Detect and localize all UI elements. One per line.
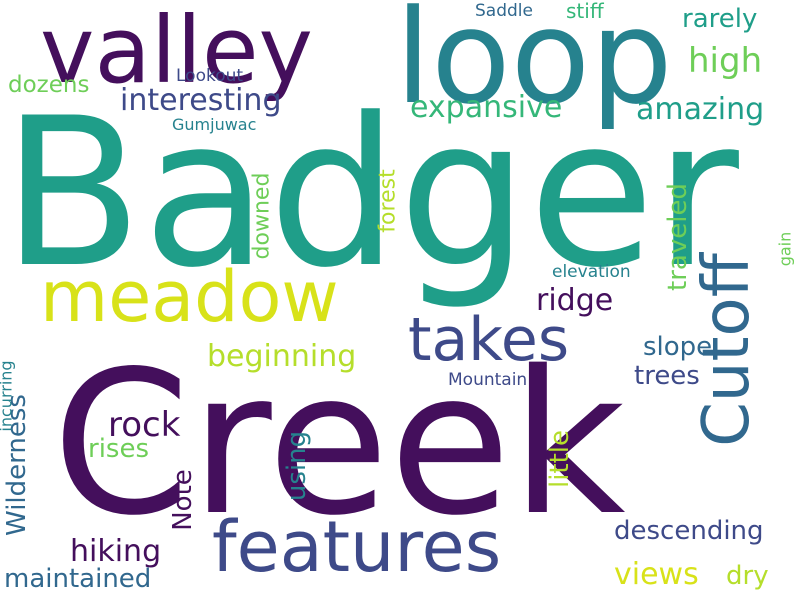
word-amazing: amazing — [636, 92, 765, 127]
word-loop: loop — [395, 0, 673, 133]
word-downed: downed — [249, 172, 275, 260]
word-saddle: Saddle — [475, 1, 533, 21]
word-rarely: rarely — [682, 4, 758, 34]
word-lookout: Lookout — [176, 66, 244, 86]
word-rises: rises — [88, 434, 150, 464]
word-maintained: maintained — [4, 564, 152, 594]
word-trees: trees — [634, 361, 700, 391]
word-forest: forest — [375, 169, 401, 233]
word-slope: slope — [643, 332, 713, 362]
word-dozens: dozens — [8, 72, 90, 98]
word-incurring: incurring — [0, 360, 16, 432]
word-cutoff: Cutoff — [689, 253, 764, 447]
word-note: Note — [167, 469, 198, 531]
word-rock: rock — [108, 405, 181, 445]
word-views: views — [614, 557, 699, 592]
word-badger: Badger — [2, 75, 739, 313]
word-expansive: expansive — [410, 90, 563, 125]
word-interesting: interesting — [120, 83, 282, 118]
word-takes: takes — [408, 305, 570, 375]
word-descending: descending — [614, 516, 764, 546]
word-little: little — [545, 429, 576, 489]
word-features: features — [212, 506, 502, 588]
word-ridge: ridge — [536, 283, 614, 318]
word-creek: Creek — [52, 328, 626, 559]
word-valley: valley — [40, 0, 313, 104]
word-mountain: Mountain — [448, 370, 528, 390]
word-using: using — [282, 430, 313, 502]
word-elevation: elevation — [552, 262, 631, 282]
word-traveled: traveled — [662, 183, 693, 291]
word-high: high — [688, 41, 763, 81]
word-gumjuwac: Gumjuwac — [172, 115, 257, 134]
word-beginning: beginning — [207, 339, 357, 374]
word-stiff: stiff — [566, 0, 604, 23]
word-meadow: meadow — [40, 256, 339, 338]
word-gain: gain — [775, 231, 795, 267]
word-hiking: hiking — [70, 534, 162, 569]
word-dry: dry — [726, 561, 769, 591]
